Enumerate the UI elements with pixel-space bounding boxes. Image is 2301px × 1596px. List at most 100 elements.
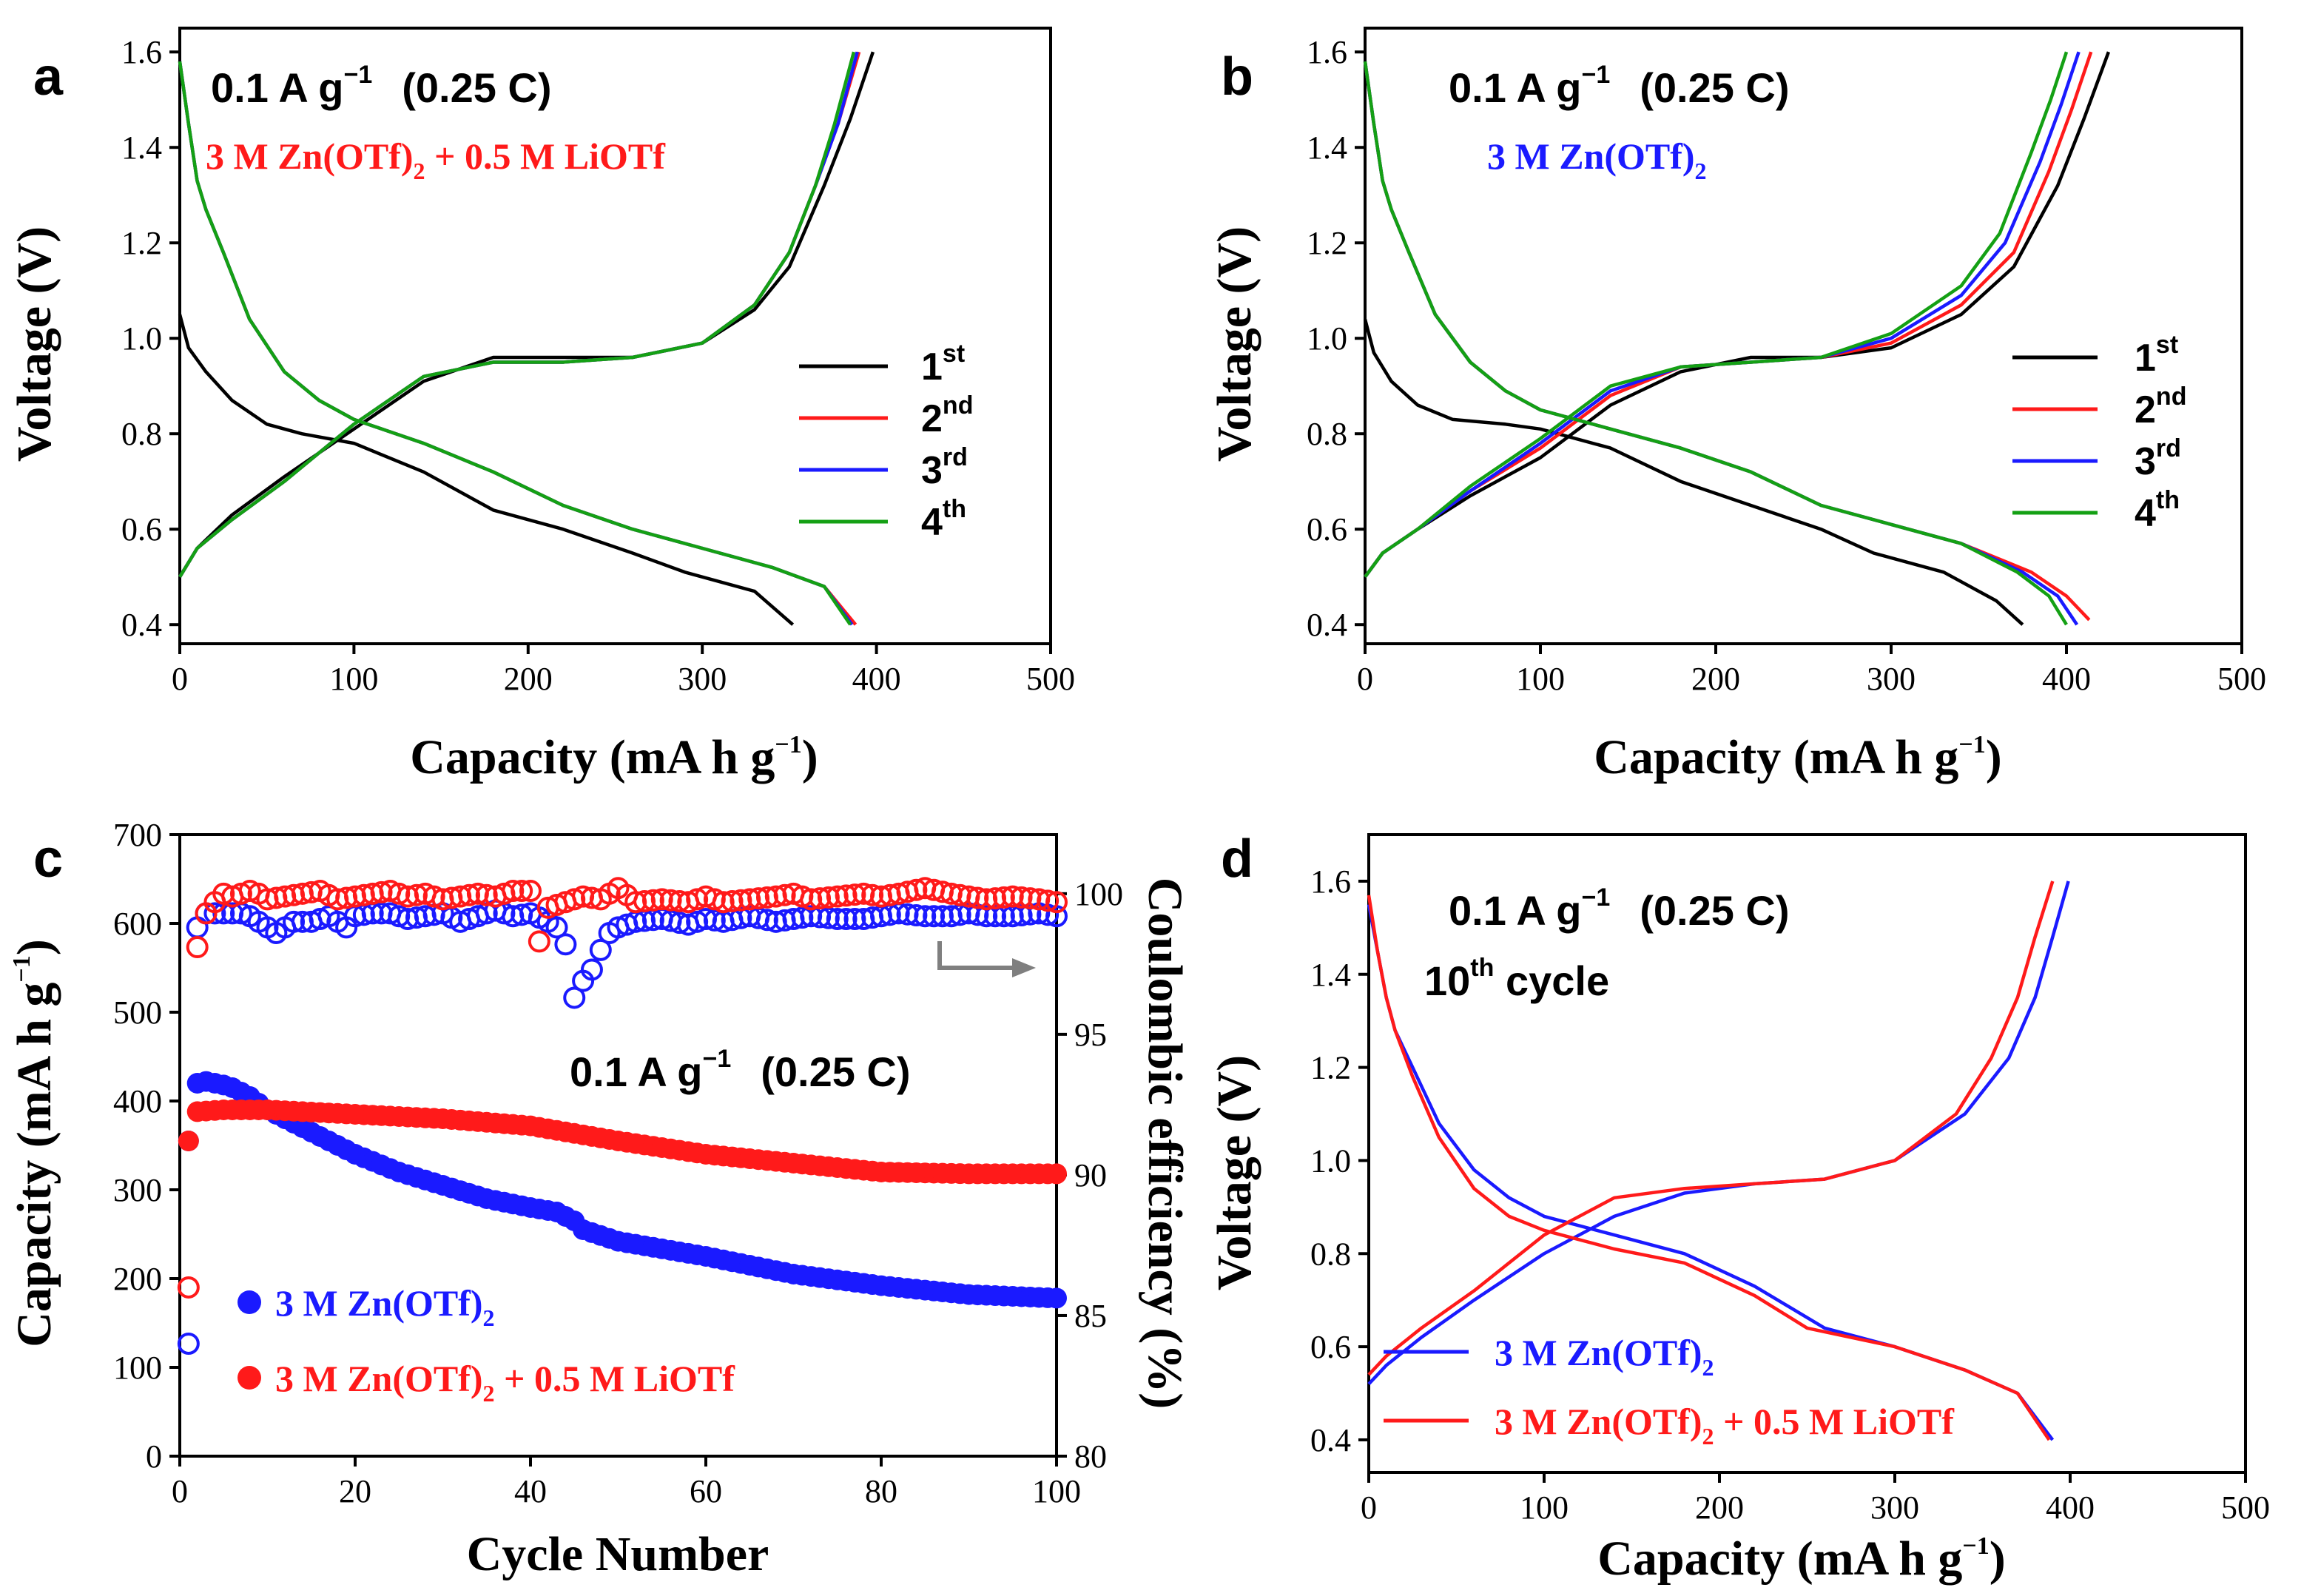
legend-label-2nd: 2nd <box>921 391 973 440</box>
data-point <box>186 916 209 939</box>
data-point <box>773 883 796 906</box>
x-tick-label: 400 <box>852 661 901 697</box>
data-point <box>212 882 235 905</box>
panel-d-rate-label: 0.1 A g−1 (0.25 C) <box>1449 883 1790 934</box>
data-point <box>650 888 673 911</box>
data-point <box>519 880 542 903</box>
data-point <box>458 883 481 906</box>
data-point <box>984 887 1007 910</box>
series-line-3rd-discharge <box>1363 61 2079 626</box>
panel-c-arrow-icon <box>937 941 1036 977</box>
data-point <box>686 888 709 911</box>
y-tick-label: 400 <box>113 1083 162 1119</box>
data-point <box>178 1131 199 1151</box>
x-tick-label: 500 <box>2217 661 2266 697</box>
x-tick-label: 200 <box>1695 1489 1744 1526</box>
data-point <box>755 909 778 932</box>
panel-a-ylabel: Voltage (V) <box>7 226 61 462</box>
data-point <box>800 888 823 911</box>
x-tick-label: 300 <box>1867 661 1916 697</box>
legend-label-4th: 4th <box>2135 486 2180 535</box>
x-tick-label: 0 <box>172 1473 188 1509</box>
series-3-m-zn-otf-2-0-5-m-liotf-ce <box>177 877 1068 1299</box>
data-point <box>624 891 647 914</box>
series-line-2nd-charge <box>178 51 861 578</box>
data-point <box>563 986 586 1009</box>
y-tick-label: 0.8 <box>1310 1236 1351 1272</box>
series-line-4th-discharge <box>178 61 852 626</box>
y-tick-label: 700 <box>113 817 162 853</box>
data-point <box>861 883 884 906</box>
plot-frame <box>178 27 1052 645</box>
y2-tick-label: 90 <box>1074 1157 1107 1193</box>
panel-a-rate-label: 0.1 A g−1 (0.25 C) <box>211 61 552 111</box>
data-point <box>238 880 261 903</box>
panel-d-legend: 3 M Zn(OTf)2 3 M Zn(OTf)2 + 0.5 M LiOTf <box>1384 1332 1955 1449</box>
data-point <box>186 936 209 959</box>
y-tick-label: 1.4 <box>1307 129 1347 166</box>
data-point <box>641 889 664 912</box>
y-tick-label: 1.6 <box>1307 34 1347 70</box>
data-point <box>1046 1163 1067 1185</box>
data-point <box>826 885 849 908</box>
x-tick-label: 0 <box>1361 1489 1377 1526</box>
data-point <box>800 905 823 928</box>
data-point <box>1045 891 1068 914</box>
data-point <box>721 889 744 912</box>
x-tick-label: 80 <box>865 1473 897 1509</box>
y-tick-label: 0.6 <box>121 511 162 548</box>
y2-tick-label: 85 <box>1074 1298 1107 1334</box>
legend-label-2nd: 2nd <box>2135 383 2186 431</box>
data-point <box>1046 1287 1067 1309</box>
x-tick-label: 100 <box>1032 1473 1081 1509</box>
data-point <box>703 909 726 932</box>
data-point <box>975 905 998 928</box>
y-tick-label: 1.0 <box>121 320 162 357</box>
y-tick-label: 600 <box>113 906 162 942</box>
panel-c-y2label: Coulombic efficiency (%) <box>1138 878 1192 1410</box>
data-point <box>177 1276 200 1299</box>
data-point <box>589 938 612 961</box>
data-point <box>668 912 691 935</box>
y-tick-label: 1.2 <box>121 225 162 261</box>
y-tick-label: 0.8 <box>1307 416 1347 452</box>
data-point <box>283 910 306 933</box>
panel-c-plot: 0 20 40 60 80 1000100200300400500600700808590… <box>113 817 1123 1509</box>
y-tick-label: 1.6 <box>1310 863 1351 900</box>
panel-a-legend: 1st 2nd 3rd 4th <box>799 340 973 544</box>
data-point <box>388 882 411 905</box>
y2-tick-label: 95 <box>1074 1017 1107 1053</box>
data-point <box>835 884 858 907</box>
data-point <box>905 878 928 901</box>
y-tick-label: 0 <box>146 1438 162 1475</box>
data-point <box>747 887 770 910</box>
y-tick-label: 1.2 <box>1307 225 1347 261</box>
y-tick-label: 0.4 <box>1310 1422 1351 1458</box>
x-tick-label: 60 <box>690 1473 722 1509</box>
panel-d-xlabel: Capacity (mA h g−1) <box>1597 1532 2006 1586</box>
data-point <box>738 888 761 911</box>
panel-d-cycle-label: 10th cycle <box>1424 954 1609 1004</box>
y-tick-label: 0.4 <box>121 607 162 643</box>
panel-label-b: b <box>1221 47 1253 107</box>
x-tick-label: 200 <box>1691 661 1740 697</box>
series-line-4th-charge <box>1364 51 2069 579</box>
legend-label-4th: 4th <box>921 495 966 544</box>
y-tick-label: 1.2 <box>1310 1050 1351 1086</box>
data-point <box>388 905 411 928</box>
legend-marker-zn <box>237 1290 261 1314</box>
series-line-1st-charge <box>1364 51 2111 579</box>
data-point <box>975 888 998 911</box>
series-3-m-zn-otf-2-capacity <box>178 1071 1067 1309</box>
data-point <box>931 905 954 928</box>
data-point <box>966 886 989 909</box>
data-point <box>703 888 726 911</box>
panel-c-ylabel: Capacity (mA h g−1) <box>7 939 61 1347</box>
panel-d-ylabel: Voltage (V) <box>1207 1055 1261 1290</box>
series-3-m-zn-otf-2-ce <box>177 899 1068 1355</box>
data-point <box>563 888 586 911</box>
series-line-4th-discharge <box>1363 61 2068 626</box>
data-point <box>668 889 691 912</box>
y-tick-label: 0.6 <box>1307 511 1347 548</box>
